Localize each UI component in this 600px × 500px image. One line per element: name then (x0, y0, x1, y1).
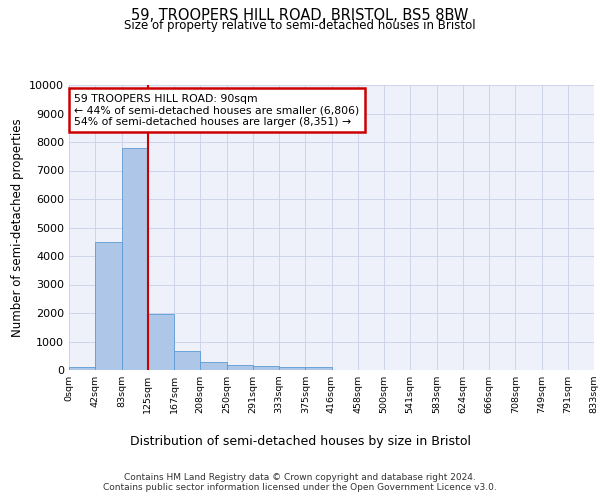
Bar (174, 352, 200, 370)
Bar (279, 367, 305, 370)
Bar (148, 314, 174, 370)
Text: Distribution of semi-detached houses by size in Bristol: Distribution of semi-detached houses by … (130, 434, 470, 448)
Bar (227, 365, 253, 370)
Text: Contains HM Land Registry data © Crown copyright and database right 2024.
Contai: Contains HM Land Registry data © Crown c… (103, 473, 497, 492)
Bar (253, 366, 279, 370)
Bar (200, 362, 227, 370)
Y-axis label: Number of semi-detached properties: Number of semi-detached properties (11, 118, 23, 337)
Bar (305, 367, 331, 370)
Bar (69, 366, 95, 370)
Bar (121, 148, 148, 370)
Text: 59 TROOPERS HILL ROAD: 90sqm
← 44% of semi-detached houses are smaller (6,806)
5: 59 TROOPERS HILL ROAD: 90sqm ← 44% of se… (74, 94, 359, 126)
Bar (95, 242, 121, 370)
Text: Size of property relative to semi-detached houses in Bristol: Size of property relative to semi-detach… (124, 19, 476, 32)
Text: 59, TROOPERS HILL ROAD, BRISTOL, BS5 8BW: 59, TROOPERS HILL ROAD, BRISTOL, BS5 8BW (131, 8, 469, 22)
